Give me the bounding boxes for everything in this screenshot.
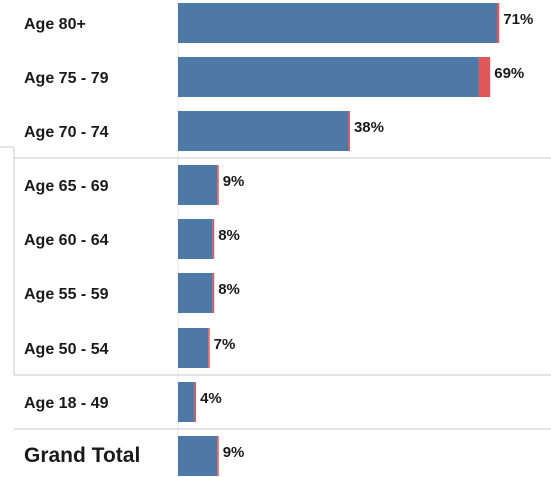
bar	[178, 219, 213, 259]
category-label: Age 75 - 79	[24, 70, 109, 87]
bar-highlight	[212, 273, 215, 313]
value-label: 38%	[354, 119, 384, 136]
bar-highlight	[497, 3, 500, 43]
value-label: 8%	[218, 227, 240, 244]
bar	[178, 328, 209, 368]
bar-highlight	[348, 111, 350, 151]
value-label: 8%	[218, 281, 240, 298]
category-label: Age 60 - 64	[24, 232, 109, 249]
category-label: Age 70 - 74	[24, 124, 109, 141]
category-label: Grand Total	[24, 444, 140, 467]
bar	[178, 273, 213, 313]
value-label: 9%	[223, 444, 245, 461]
bar	[178, 57, 479, 97]
bar	[178, 436, 218, 476]
bar-highlight	[478, 57, 491, 97]
category-label: Age 65 - 69	[24, 178, 109, 195]
bar	[178, 3, 498, 43]
value-label: 71%	[503, 11, 533, 28]
category-label: Age 18 - 49	[24, 395, 109, 412]
bar	[178, 165, 218, 205]
bar-highlight	[217, 165, 219, 205]
category-label: Age 80+	[24, 16, 86, 33]
value-label: 9%	[223, 173, 245, 190]
value-label: 69%	[494, 65, 524, 82]
bar-highlight	[212, 219, 215, 259]
category-labels: Age 80+ Age 75 - 79 Age 70 - 74 Age 65 - 69…	[24, 16, 140, 467]
value-label: 7%	[214, 336, 236, 353]
bar-highlight	[208, 328, 210, 368]
value-label: 4%	[200, 390, 222, 407]
category-label: Age 50 - 54	[24, 341, 109, 358]
bar-highlight	[217, 436, 219, 476]
value-labels: 71% 69% 38% 9% 8% 8% 7% 4% 9%	[200, 11, 533, 461]
bar	[178, 382, 195, 422]
bars	[178, 3, 500, 476]
bar	[178, 111, 349, 151]
bar-highlight	[194, 382, 197, 422]
category-label: Age 55 - 59	[24, 286, 109, 303]
